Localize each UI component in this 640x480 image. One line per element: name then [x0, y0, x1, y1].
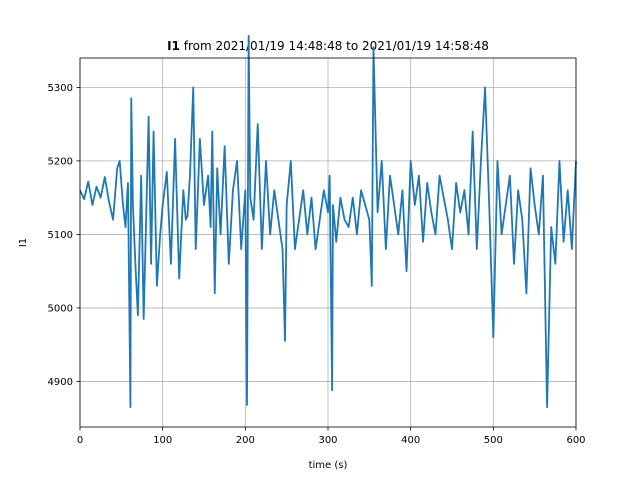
x-tick-label: 600	[566, 435, 585, 446]
y-tick-label: 4900	[48, 377, 73, 388]
y-tick-label: 5200	[48, 156, 73, 167]
chart-title-rest: from 2021/01/19 14:48:48 to 2021/01/19 1…	[180, 39, 489, 53]
chart-title: I1 from 2021/01/19 14:48:48 to 2021/01/1…	[167, 39, 489, 53]
x-axis-title: time (s)	[309, 460, 348, 471]
series-line	[79, 35, 577, 409]
x-tick-label: 500	[484, 435, 503, 446]
x-tick-label: 100	[153, 435, 172, 446]
x-tick-label: 300	[318, 435, 337, 446]
y-tick-label: 5000	[48, 303, 73, 314]
y-axis-title: I1	[18, 238, 29, 247]
y-axis-ticks: 4900 5000 5100 5200 5300	[48, 83, 80, 388]
x-axis-ticks: 0 100 200 300 400 500 600	[77, 427, 586, 446]
data-layer	[79, 35, 577, 409]
x-tick-label: 400	[401, 435, 420, 446]
y-tick-label: 5100	[48, 230, 73, 241]
x-tick-label: 200	[236, 435, 255, 446]
x-tick-label: 0	[77, 435, 83, 446]
y-tick-label: 5300	[48, 83, 73, 94]
chart-title-bold: I1	[167, 39, 180, 53]
